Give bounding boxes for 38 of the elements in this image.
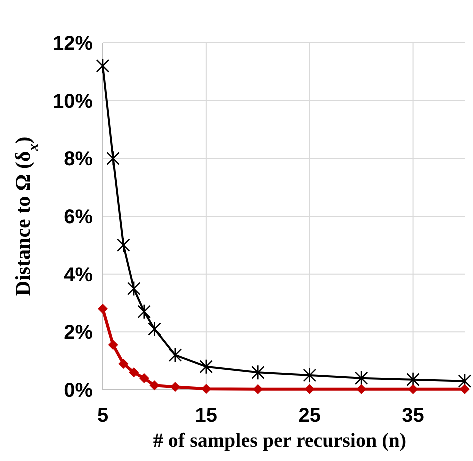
point xyxy=(408,384,418,394)
point xyxy=(406,372,420,388)
point xyxy=(460,384,470,394)
point xyxy=(108,340,118,350)
point xyxy=(304,384,315,394)
point xyxy=(170,382,180,392)
point xyxy=(356,384,367,394)
x-tick-label: 35 xyxy=(402,405,424,427)
point xyxy=(168,348,182,363)
point xyxy=(458,374,472,389)
point xyxy=(200,359,214,375)
point xyxy=(117,238,130,254)
point xyxy=(303,368,317,384)
x-tick-label: 5 xyxy=(97,405,109,427)
point xyxy=(148,322,162,337)
point xyxy=(251,365,265,380)
x-tick-label: 25 xyxy=(298,405,321,427)
y-tick-label: 2% xyxy=(64,322,94,344)
y-tick-label: 0% xyxy=(64,380,94,402)
point xyxy=(96,58,110,74)
y-tick-label: 10% xyxy=(52,90,94,113)
point xyxy=(139,373,150,384)
point xyxy=(127,281,141,296)
point xyxy=(98,304,108,314)
point xyxy=(138,304,152,320)
point xyxy=(253,384,264,394)
point xyxy=(118,358,129,369)
y-tick-label: 4% xyxy=(64,264,94,286)
x-axis-title: # of samples per recursion (n) xyxy=(153,430,407,452)
point xyxy=(106,151,120,166)
y-tick-label: 12% xyxy=(52,33,94,55)
point xyxy=(354,370,368,386)
point xyxy=(129,368,140,378)
y-tick-label: 6% xyxy=(64,206,94,228)
y-tick-label: 8% xyxy=(64,148,94,171)
x-tick-label: 15 xyxy=(195,405,218,427)
point xyxy=(150,380,160,391)
point xyxy=(201,384,212,394)
